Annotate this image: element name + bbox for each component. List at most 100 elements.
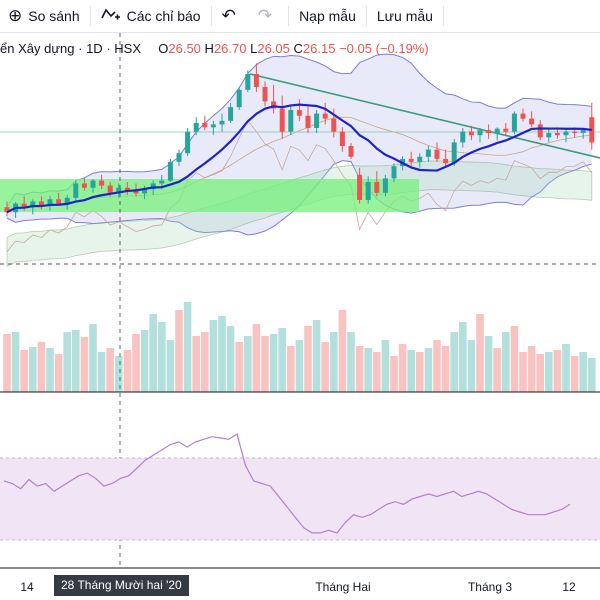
candle-body[interactable] bbox=[374, 182, 380, 193]
volume-bar[interactable] bbox=[72, 330, 80, 392]
candle-body[interactable] bbox=[133, 190, 139, 194]
candle-body[interactable] bbox=[56, 199, 62, 204]
volume-bar[interactable] bbox=[244, 336, 252, 392]
candle-body[interactable] bbox=[262, 86, 268, 102]
volume-bar[interactable] bbox=[149, 314, 157, 392]
candle-body[interactable] bbox=[99, 180, 105, 186]
symbol-name[interactable]: ển Xây dựng bbox=[0, 41, 75, 56]
support-zone[interactable] bbox=[0, 179, 419, 212]
candle-body[interactable] bbox=[73, 183, 79, 198]
volume-bar[interactable] bbox=[175, 310, 183, 392]
candle-body[interactable] bbox=[124, 187, 130, 191]
candle-body[interactable] bbox=[451, 142, 457, 164]
candle-body[interactable] bbox=[563, 131, 569, 136]
volume-bar[interactable] bbox=[201, 332, 209, 392]
candle-body[interactable] bbox=[176, 153, 182, 162]
candle-body[interactable] bbox=[580, 130, 586, 134]
candle-body[interactable] bbox=[38, 201, 44, 206]
volume-bar[interactable] bbox=[252, 324, 261, 392]
indicators-button[interactable]: Các chỉ báo bbox=[93, 0, 209, 32]
volume-bar[interactable] bbox=[416, 352, 424, 392]
candle-body[interactable] bbox=[219, 120, 225, 125]
candle-body[interactable] bbox=[494, 128, 500, 134]
volume-bar[interactable] bbox=[450, 332, 458, 392]
volume-bar[interactable] bbox=[166, 340, 175, 392]
volume-bar[interactable] bbox=[390, 356, 398, 392]
volume-bar[interactable] bbox=[407, 350, 415, 392]
volume-bar[interactable] bbox=[467, 340, 476, 392]
candle-body[interactable] bbox=[202, 122, 208, 128]
interval[interactable]: 1D bbox=[86, 41, 103, 56]
volume-bar[interactable] bbox=[269, 334, 278, 392]
volume-bar[interactable] bbox=[11, 332, 20, 392]
candle-body[interactable] bbox=[245, 74, 251, 90]
volume-bar[interactable] bbox=[579, 352, 587, 392]
volume-bar[interactable] bbox=[261, 336, 269, 392]
volume-bar[interactable] bbox=[364, 348, 372, 392]
volume-bar[interactable] bbox=[295, 340, 304, 392]
candle-body[interactable] bbox=[236, 89, 242, 108]
volume-bar[interactable] bbox=[381, 340, 390, 392]
volume-bar[interactable] bbox=[106, 348, 114, 392]
candle-body[interactable] bbox=[572, 131, 578, 134]
moving-average-line[interactable] bbox=[6, 103, 592, 214]
volume-bar[interactable] bbox=[312, 320, 321, 392]
compare-button[interactable]: ⊕ So sánh bbox=[0, 0, 88, 32]
candle-body[interactable] bbox=[185, 131, 191, 154]
volume-bar[interactable] bbox=[37, 342, 46, 392]
volume-bar[interactable] bbox=[54, 354, 63, 392]
candle-body[interactable] bbox=[511, 113, 517, 132]
volume-bar[interactable] bbox=[226, 326, 235, 392]
candle-body[interactable] bbox=[486, 130, 492, 134]
candle-body[interactable] bbox=[357, 174, 363, 200]
candle-body[interactable] bbox=[30, 201, 36, 208]
candle-body[interactable] bbox=[193, 122, 199, 132]
volume-bar[interactable] bbox=[433, 340, 441, 392]
candle-body[interactable] bbox=[417, 156, 423, 162]
volume-bar[interactable] bbox=[321, 342, 329, 392]
candle-body[interactable] bbox=[520, 113, 526, 119]
candle-body[interactable] bbox=[477, 130, 483, 136]
volume-bar[interactable] bbox=[63, 332, 71, 392]
candle-body[interactable] bbox=[142, 189, 148, 194]
candle-body[interactable] bbox=[305, 115, 311, 128]
candle-body[interactable] bbox=[253, 74, 259, 87]
candle-body[interactable] bbox=[271, 101, 277, 109]
load-template-button[interactable]: Nạp mẫu bbox=[291, 0, 364, 32]
candle-body[interactable] bbox=[339, 131, 345, 146]
candle-body[interactable] bbox=[425, 149, 431, 157]
save-template-button[interactable]: Lưu mẫu bbox=[369, 0, 441, 32]
candle-body[interactable] bbox=[365, 182, 371, 200]
volume-bar[interactable] bbox=[373, 352, 381, 392]
volume-bar[interactable] bbox=[441, 346, 450, 392]
volume-bar[interactable] bbox=[347, 332, 355, 392]
volume-bar[interactable] bbox=[218, 316, 226, 392]
candle-body[interactable] bbox=[107, 185, 113, 193]
candle-body[interactable] bbox=[314, 113, 320, 128]
candle-body[interactable] bbox=[167, 161, 173, 181]
volume-bar[interactable] bbox=[3, 334, 11, 392]
volume-bar[interactable] bbox=[192, 336, 200, 392]
candle-body[interactable] bbox=[296, 110, 302, 116]
candle-body[interactable] bbox=[288, 110, 294, 132]
volume-bar[interactable] bbox=[209, 320, 218, 392]
candle-body[interactable] bbox=[81, 183, 87, 188]
volume-bar[interactable] bbox=[287, 346, 295, 392]
volume-bar[interactable] bbox=[398, 344, 407, 392]
candle-body[interactable] bbox=[279, 108, 285, 132]
volume-bar[interactable] bbox=[527, 346, 536, 392]
candle-body[interactable] bbox=[529, 118, 535, 125]
volume-bar[interactable] bbox=[562, 344, 570, 392]
candle-body[interactable] bbox=[408, 158, 414, 162]
candle-body[interactable] bbox=[228, 107, 234, 121]
volume-bar[interactable] bbox=[493, 348, 501, 392]
volume-bar[interactable] bbox=[89, 324, 97, 392]
volume-bar[interactable] bbox=[536, 354, 544, 392]
volume-bar[interactable] bbox=[502, 332, 510, 392]
volume-bar[interactable] bbox=[338, 310, 347, 392]
candle-body[interactable] bbox=[546, 133, 552, 138]
volume-bar[interactable] bbox=[115, 356, 123, 392]
volume-bar[interactable] bbox=[459, 322, 467, 392]
candle-body[interactable] bbox=[460, 131, 466, 143]
candle-body[interactable] bbox=[116, 187, 122, 193]
